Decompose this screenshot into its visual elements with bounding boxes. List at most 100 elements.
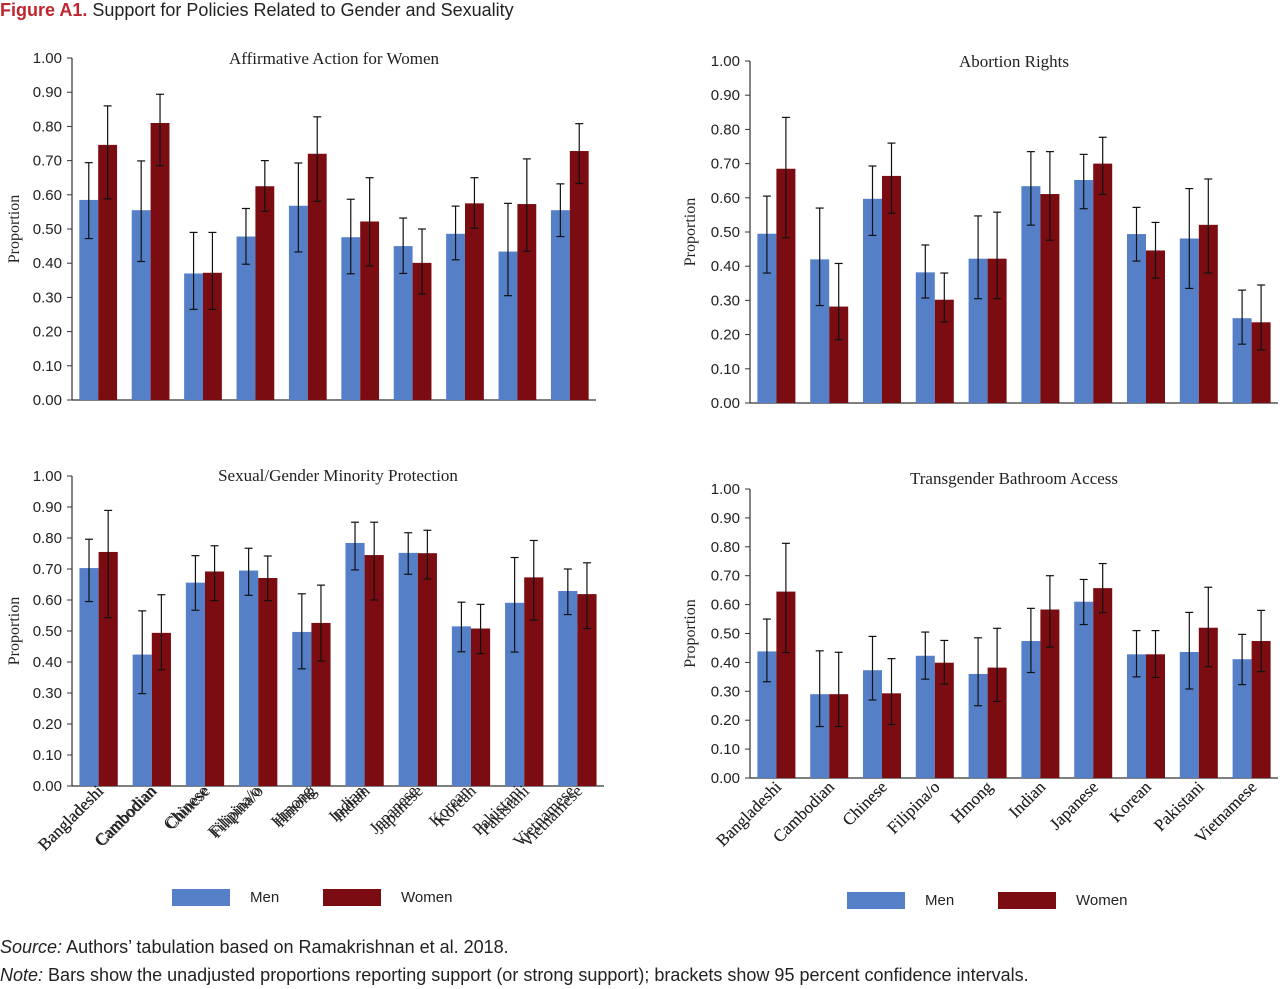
y-tick-label: 1.00	[711, 53, 740, 70]
bar-men	[1232, 659, 1252, 778]
category-label: Filipina/o	[883, 777, 943, 837]
bar-women	[1198, 627, 1218, 778]
bar-men	[1232, 318, 1252, 403]
bar-women	[1040, 609, 1060, 778]
bar-men	[862, 670, 882, 778]
bar-men	[915, 655, 935, 778]
bar-men	[398, 552, 418, 786]
y-tick-label: 0.40	[711, 258, 740, 275]
legend-label-men: Men	[250, 889, 280, 906]
y-tick-label: 0.20	[33, 716, 62, 733]
bar-women	[151, 632, 171, 786]
bar-women	[307, 153, 327, 400]
bar-men	[132, 654, 152, 786]
legend-label-women: Women	[401, 889, 453, 906]
legend-item-women: Women	[998, 892, 1127, 909]
bar-men	[1126, 234, 1146, 403]
legend-item-women: Women	[323, 889, 452, 906]
bar-women	[776, 168, 796, 403]
y-tick-label: 0.30	[711, 292, 740, 309]
bar-women	[465, 203, 484, 400]
bar-men	[550, 210, 570, 400]
source-text: Authors’ tabulation based on Ramakrishna…	[66, 937, 509, 957]
bar-men	[1021, 641, 1041, 778]
bar-men	[810, 259, 830, 403]
bar-men	[968, 258, 988, 403]
bar-women	[987, 667, 1007, 778]
bar-women	[524, 577, 544, 786]
bar-women	[882, 693, 902, 778]
y-tick-label: 0.00	[33, 392, 62, 409]
bar-men	[1126, 654, 1146, 778]
note-text: Bars show the unadjusted proportions rep…	[48, 965, 1029, 985]
y-tick-label: 0.00	[33, 778, 62, 795]
bar-women	[98, 144, 118, 400]
bar-women	[364, 555, 384, 786]
bar-women	[417, 553, 437, 786]
bar-women	[311, 622, 331, 786]
y-tick-label: 0.00	[711, 395, 740, 412]
y-tick-label: 0.40	[33, 654, 62, 671]
y-tick-label: 0.90	[711, 87, 740, 104]
bar-men	[345, 542, 365, 786]
bar-men	[498, 251, 518, 400]
chart-title: Sexual/Gender Minority Protection	[218, 466, 458, 485]
category-label: Chinese	[839, 777, 891, 829]
bar-women	[987, 258, 1007, 403]
bar-women	[1040, 194, 1060, 403]
bar-men	[757, 233, 777, 403]
y-tick-label: 0.30	[33, 289, 62, 306]
bar-women	[882, 175, 902, 403]
bar-men	[757, 651, 777, 778]
bar-women	[471, 628, 491, 786]
bar-men	[79, 568, 99, 786]
bar-men	[185, 582, 205, 786]
bar-women	[1251, 641, 1271, 778]
bar-men	[862, 198, 882, 403]
figure-footer: Source: Authors’ tabulation based on Ram…	[0, 933, 1029, 989]
y-tick-label: 0.80	[33, 530, 62, 547]
y-tick-label: 0.80	[33, 118, 62, 135]
bar-women	[934, 662, 954, 778]
chart-title: Abortion Rights	[959, 52, 1069, 71]
y-tick-label: 0.70	[711, 568, 740, 585]
bar-women	[1146, 654, 1166, 778]
category-label: Hmong	[947, 777, 997, 827]
figure-label: Figure A1.	[0, 0, 88, 20]
bar-men	[79, 199, 99, 400]
y-tick-label: 0.80	[711, 121, 740, 138]
bar-men	[1074, 601, 1094, 778]
bar-women	[412, 262, 432, 400]
bar-men	[131, 210, 151, 400]
y-tick-label: 0.30	[711, 683, 740, 700]
y-tick-label: 0.60	[33, 592, 62, 609]
note-label: Note:	[0, 965, 44, 985]
y-tick-label: 0.90	[711, 510, 740, 527]
y-tick-label: 0.60	[711, 597, 740, 614]
bar-women	[569, 151, 589, 400]
bar-women	[255, 186, 275, 400]
legend-label-women: Women	[1076, 892, 1128, 909]
bar-men	[184, 273, 203, 400]
y-tick-label: 0.10	[711, 741, 740, 758]
bar-women	[1251, 322, 1271, 403]
legend-item-men: Men	[172, 889, 279, 906]
bar-men	[446, 233, 465, 400]
chart-title: Affirmative Action for Women	[229, 49, 439, 68]
y-tick-label: 0.20	[711, 327, 740, 344]
bar-women	[829, 306, 849, 403]
bar-women	[98, 551, 118, 786]
bar-men	[236, 236, 256, 400]
bar-women	[1093, 588, 1113, 778]
bar-women	[829, 694, 849, 778]
bar-women	[258, 577, 278, 786]
y-tick-label: 0.90	[33, 84, 62, 101]
bar-women	[1146, 250, 1166, 403]
category-label: Japanese	[1046, 777, 1102, 833]
y-axis-label: Proportion	[682, 599, 699, 667]
bar-men	[1074, 180, 1094, 403]
y-tick-label: 1.00	[33, 50, 62, 67]
bar-women	[577, 594, 597, 786]
y-tick-label: 1.00	[711, 481, 740, 498]
